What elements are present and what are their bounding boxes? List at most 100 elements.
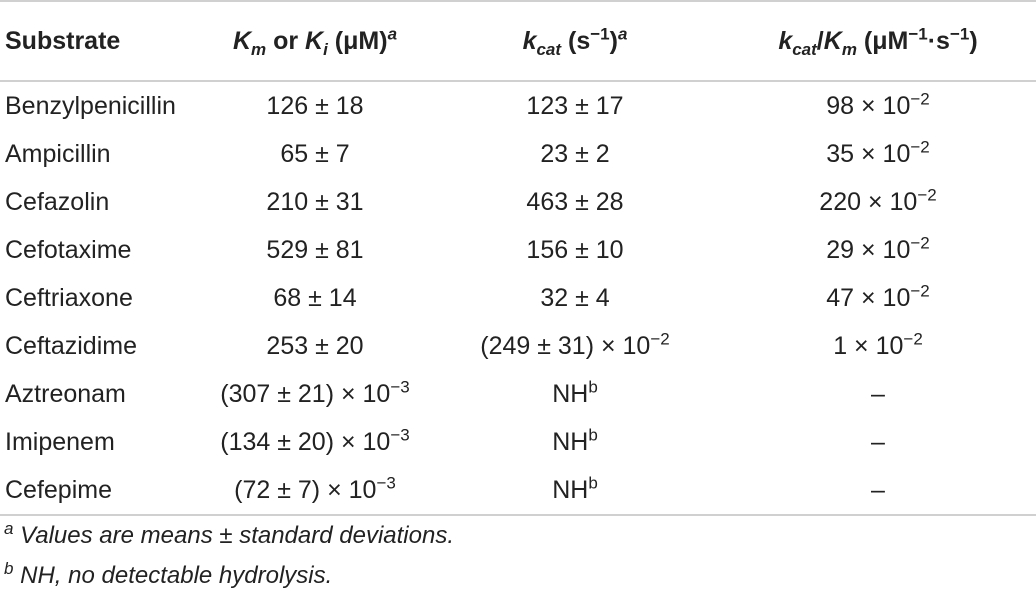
footnote-text: NH, no detectable hydrolysis. <box>13 562 333 589</box>
table-cell: Cefepime <box>0 466 200 515</box>
table-cell: NHb <box>430 370 720 418</box>
table-row: Imipenem (134 ± 20) × 10−3 NHb – <box>0 418 1036 466</box>
table-cell: 35 × 10−2 <box>720 130 1036 178</box>
header-text: m <box>251 39 267 59</box>
header-text: m <box>841 39 857 59</box>
cell-text: Ceftriaxone <box>5 283 133 312</box>
cell-text: 463 ± 28 <box>526 187 624 216</box>
cell-text: (72 ± 7) × 10 <box>234 475 377 504</box>
table-row: Cefotaxime 529 ± 81 156 ± 10 29 × 10−2 <box>0 226 1036 274</box>
cell-text: 35 × 10 <box>826 139 911 168</box>
cell-text: 65 ± 7 <box>280 139 350 168</box>
table-cell: NHb <box>430 466 720 515</box>
table-row: Ceftazidime 253 ± 20 (249 ± 31) × 10−2 1 × … <box>0 322 1036 370</box>
table-cell: (72 ± 7) × 10−3 <box>200 466 430 515</box>
cell-text: – <box>871 475 885 504</box>
footnote-marker: b <box>4 559 14 578</box>
header-sub: cat <box>792 40 817 59</box>
header-sub: m <box>842 40 857 59</box>
table-cell: – <box>720 466 1036 515</box>
header-cell: kcat/Km (μM−1·s−1) <box>720 1 1036 82</box>
header-sup: −1 <box>908 24 928 44</box>
header-text: K <box>232 26 252 55</box>
table-cell: Ceftriaxone <box>0 274 200 322</box>
table-row: Ceftriaxone 68 ± 14 32 ± 4 47 × 10−2 <box>0 274 1036 322</box>
cell-text: – <box>871 379 885 408</box>
cell-text: Cefepime <box>5 475 112 504</box>
cell-text-sup: −2 <box>910 89 930 109</box>
cell-text: Benzylpenicillin <box>5 91 176 120</box>
cell-text-sup: −2 <box>910 281 930 301</box>
table-cell: 463 ± 28 <box>430 178 720 226</box>
table-row: Benzylpenicillin 126 ± 18 123 ± 17 98 × 10−… <box>0 81 1036 130</box>
header-text: ·s <box>927 26 950 55</box>
table-header: Substrate Km or Ki (μM)a kcat (s−1)a kca… <box>0 1 1036 82</box>
table-cell: 29 × 10−2 <box>720 226 1036 274</box>
cell-text: Ampicillin <box>5 139 111 168</box>
cell-text: (307 ± 21) × 10 <box>220 379 391 408</box>
cell-text-sup: −2 <box>650 329 670 349</box>
cell-text-sup: −2 <box>910 137 930 157</box>
header-sub: cat <box>536 40 561 59</box>
header-sup: a <box>388 24 397 43</box>
table-cell: Cefotaxime <box>0 226 200 274</box>
table-cell: NHb <box>430 418 720 466</box>
cell-text: 32 ± 4 <box>540 283 610 312</box>
table-cell: 68 ± 14 <box>200 274 430 322</box>
cell-text: 126 ± 18 <box>266 91 364 120</box>
header-cell: kcat (s−1)a <box>430 1 720 82</box>
table-cell: 220 × 10−2 <box>720 178 1036 226</box>
cell-text: 123 ± 17 <box>526 91 624 120</box>
table-cell: 253 ± 20 <box>200 322 430 370</box>
header-text: K <box>823 26 842 55</box>
table-cell: (307 ± 21) × 10−3 <box>200 370 430 418</box>
cell-text: Imipenem <box>5 427 115 456</box>
table-cell: 529 ± 81 <box>200 226 430 274</box>
table-cell: 156 ± 10 <box>430 226 720 274</box>
cell-text: 23 ± 2 <box>540 139 610 168</box>
table-body: Benzylpenicillin 126 ± 18 123 ± 17 98 × 10−… <box>0 81 1036 515</box>
footnote-text: Values are means ± standard deviations. <box>13 522 454 549</box>
table-row: Cefazolin 210 ± 31 463 ± 28 220 × 10−2 <box>0 178 1036 226</box>
table-cell: 123 ± 17 <box>430 81 720 130</box>
cell-text: Cefazolin <box>5 187 110 216</box>
footnotes: a Values are means ± standard deviations… <box>0 516 1036 596</box>
cell-text: 1 × 10 <box>833 331 904 360</box>
header-text: cat <box>536 39 562 59</box>
cell-text-sup: −3 <box>390 425 410 445</box>
table-cell: – <box>720 418 1036 466</box>
table-cell: Ampicillin <box>0 130 200 178</box>
header-text: Substrate <box>5 26 121 55</box>
cell-text: (249 ± 31) × 10 <box>480 331 651 360</box>
header-sub: m <box>251 40 266 59</box>
footnote-marker: a <box>4 519 14 538</box>
cell-text: NH <box>552 379 589 408</box>
cell-text: 156 ± 10 <box>526 235 624 264</box>
cell-text: NH <box>552 475 589 504</box>
header-text: i <box>323 39 328 59</box>
table-row: Aztreonam (307 ± 21) × 10−3 NHb – <box>0 370 1036 418</box>
table-cell: 1 × 10−2 <box>720 322 1036 370</box>
header-text: (μM) <box>327 26 388 55</box>
cell-text: Aztreonam <box>5 379 126 408</box>
cell-text: Cefotaxime <box>5 235 132 264</box>
table-cell: Benzylpenicillin <box>0 81 200 130</box>
table-cell: – <box>720 370 1036 418</box>
table-cell: 23 ± 2 <box>430 130 720 178</box>
header-text: K <box>305 26 324 55</box>
cell-text: 47 × 10 <box>826 283 911 312</box>
header-sup: −1 <box>590 24 610 44</box>
cell-text: 68 ± 14 <box>273 283 357 312</box>
cell-text-sup: b <box>588 473 598 493</box>
table-cell: 47 × 10−2 <box>720 274 1036 322</box>
footnote: a Values are means ± standard deviations… <box>4 516 1036 556</box>
header-row: Substrate Km or Ki (μM)a kcat (s−1)a kca… <box>0 1 1036 82</box>
table-cell: Aztreonam <box>0 370 200 418</box>
cell-text-sup: −2 <box>910 233 930 253</box>
cell-text-sup: b <box>588 425 598 445</box>
table-cell: (249 ± 31) × 10−2 <box>430 322 720 370</box>
cell-text: 220 × 10 <box>819 187 918 216</box>
header-text: ) <box>969 26 978 55</box>
header-sup: a <box>618 24 627 43</box>
